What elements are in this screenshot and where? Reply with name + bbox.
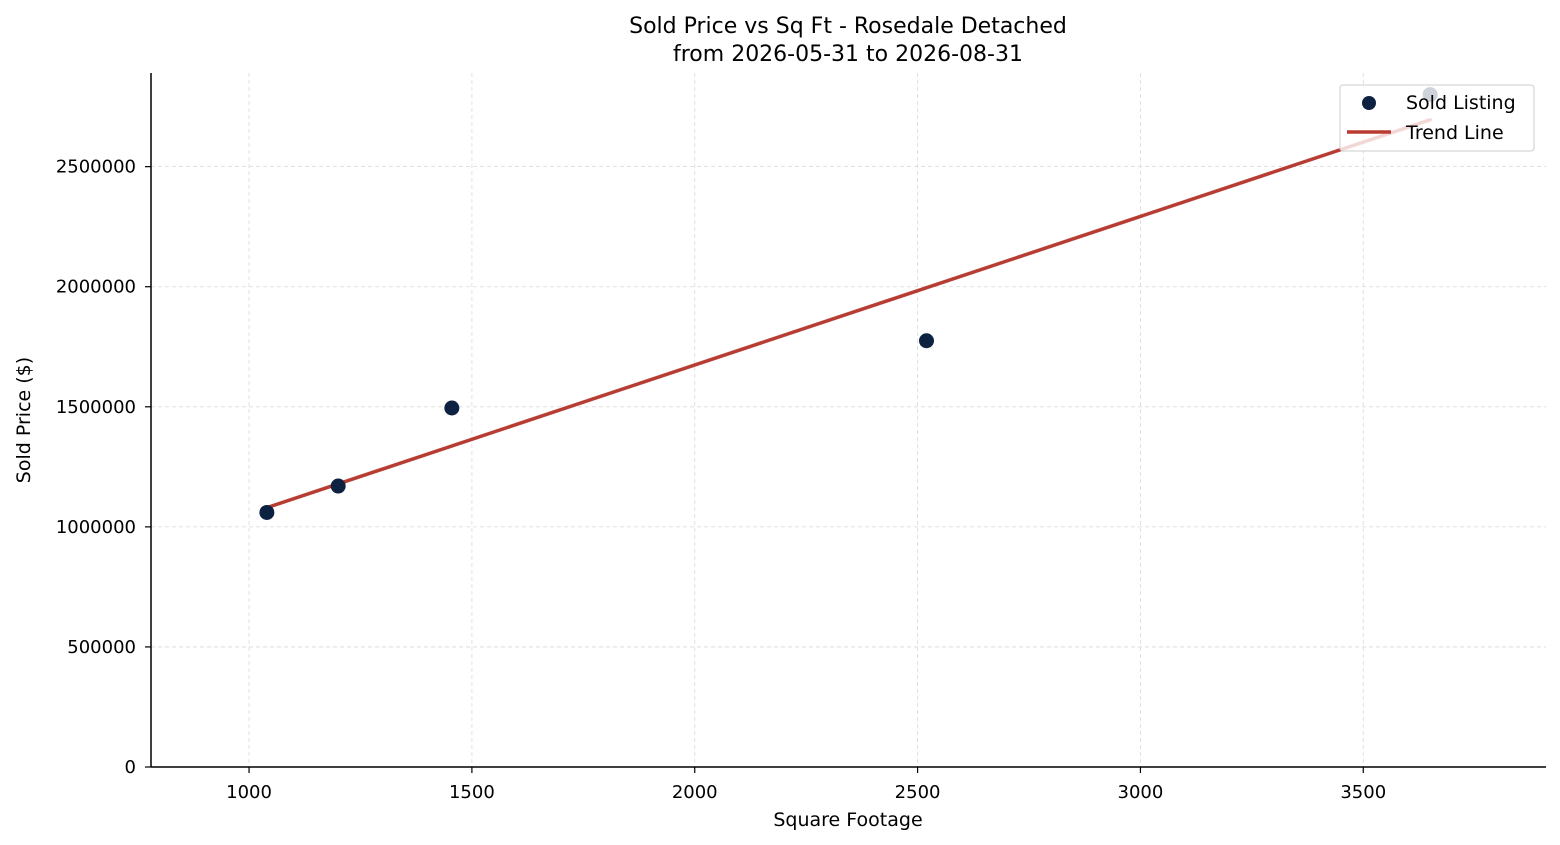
trend-line	[265, 118, 1432, 510]
axes	[150, 73, 1546, 768]
x-ticks: 1000 1500 2000 2500 3000 3500	[226, 767, 1386, 803]
scatter-point	[444, 400, 460, 416]
y-tick-label: 500000	[67, 637, 136, 658]
scatter-point	[918, 333, 934, 349]
y-tick-label: 1500000	[56, 397, 136, 418]
x-tick-label: 3500	[1340, 782, 1386, 803]
x-tick-label: 3000	[1118, 782, 1164, 803]
legend: Sold Listing Trend Line	[1339, 84, 1535, 152]
legend-label-sold-listing: Sold Listing	[1406, 92, 1516, 114]
x-tick-label: 1500	[449, 782, 495, 803]
legend-box	[1339, 84, 1535, 152]
x-tick-label: 2000	[672, 782, 718, 803]
x-tick-label: 2500	[895, 782, 941, 803]
y-tick-label: 1000000	[56, 517, 136, 538]
legend-label-trend-line: Trend Line	[1405, 122, 1504, 144]
scatter-point	[259, 504, 275, 520]
legend-marker-sold-listing	[1362, 96, 1376, 110]
y-tick-label: 2500000	[56, 157, 136, 178]
y-tick-label: 0	[125, 757, 136, 778]
x-axis-label: Square Footage	[773, 809, 922, 831]
chart-title: Sold Price vs Sq Ft - Rosedale Detached	[629, 14, 1067, 39]
scatter-point	[330, 478, 346, 494]
y-tick-label: 2000000	[56, 277, 136, 298]
x-tick-label: 1000	[226, 782, 272, 803]
y-ticks: 0 500000 1000000 1500000 2000000 2500000	[56, 157, 151, 778]
y-axis-label: Sold Price ($)	[13, 357, 35, 483]
chart-subtitle: from 2026-05-31 to 2026-08-31	[673, 42, 1023, 67]
